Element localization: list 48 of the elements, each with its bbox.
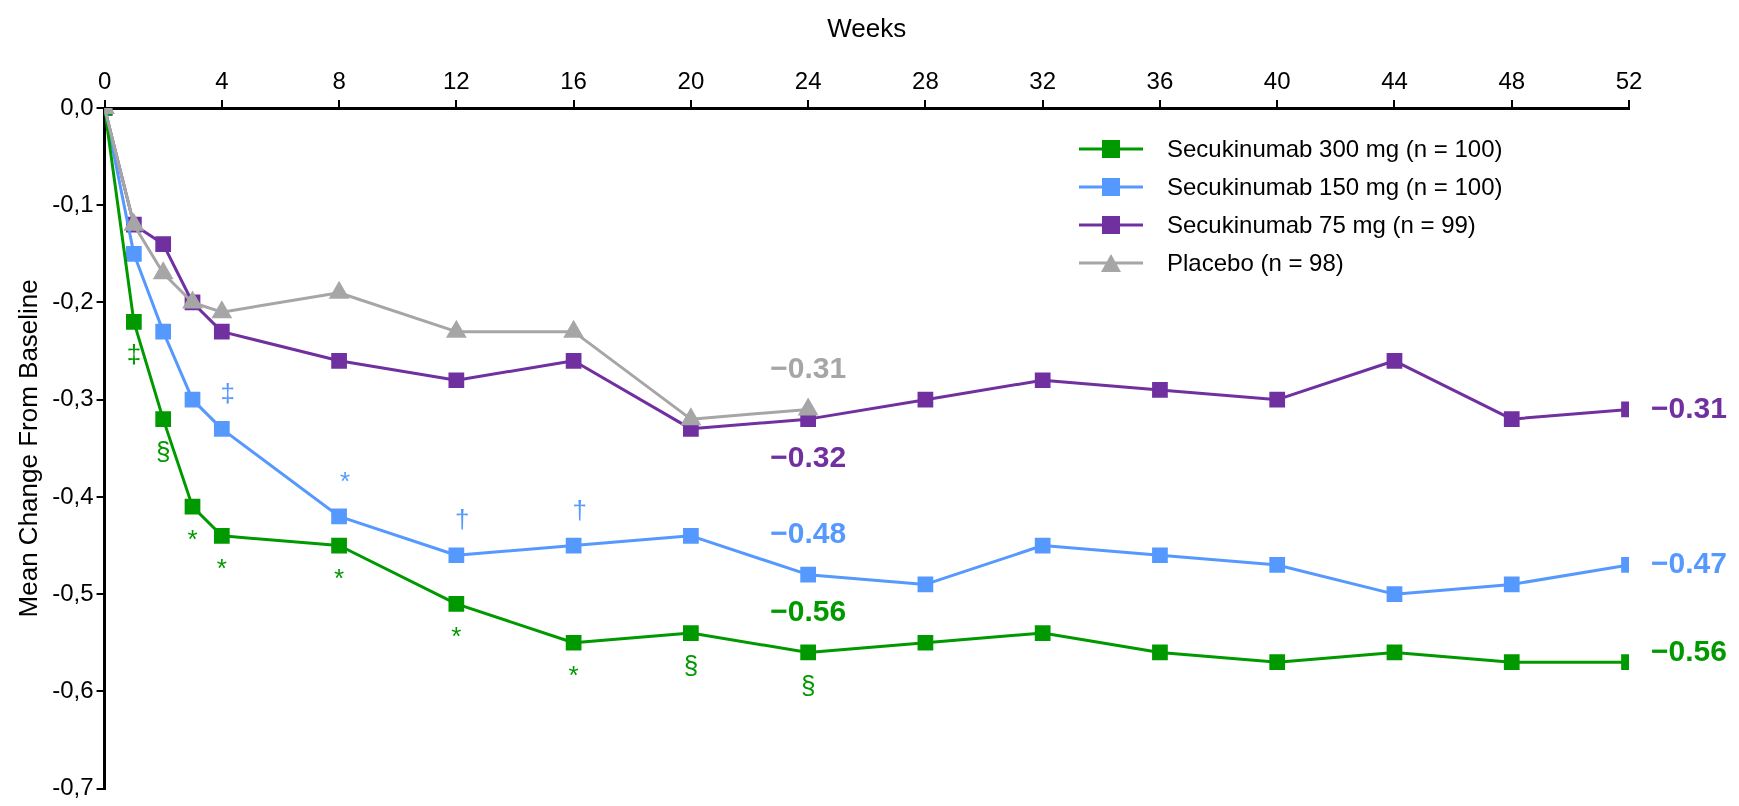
annotation: * bbox=[216, 552, 227, 583]
y-tick-label: -0,3 bbox=[52, 384, 94, 412]
annotation: −0.31 bbox=[770, 350, 847, 384]
x-tick-label: 12 bbox=[443, 67, 470, 95]
annotation: ‡ bbox=[220, 378, 236, 409]
x-tick-label: 48 bbox=[1498, 67, 1526, 95]
x-tick-label: 4 bbox=[215, 67, 229, 95]
legend-label: Secukinumab 300 mg (n = 100) bbox=[1167, 134, 1503, 164]
y-tick-label: -0,6 bbox=[52, 676, 94, 703]
legend-label: Secukinumab 150 mg (n = 100) bbox=[1167, 172, 1503, 202]
annotation: −0.48 bbox=[770, 515, 847, 549]
x-tick-label: 0 bbox=[97, 67, 112, 95]
x-axis-title: Weeks bbox=[827, 12, 907, 43]
y-axis-title: Mean Change From Baseline bbox=[12, 279, 43, 618]
annotation: § bbox=[155, 436, 171, 467]
annotation: −0.32 bbox=[770, 440, 847, 474]
y-tick-label: -0,1 bbox=[52, 189, 94, 217]
annotation: * bbox=[451, 621, 462, 652]
x-tick-label: 28 bbox=[912, 67, 939, 95]
annotation: −0.47 bbox=[1651, 546, 1727, 580]
annotation: ‡ bbox=[126, 339, 142, 370]
y-tick-label: -0,2 bbox=[52, 287, 94, 315]
legend-label: Placebo (n = 98) bbox=[1167, 248, 1344, 278]
x-tick-label: 40 bbox=[1263, 67, 1291, 95]
annotation: * bbox=[334, 562, 345, 593]
annotation: −0.56 bbox=[770, 593, 847, 627]
x-tick-label: 44 bbox=[1381, 67, 1408, 95]
annotation: * bbox=[340, 465, 351, 496]
annotation: −0.56 bbox=[1651, 633, 1727, 667]
y-tick-label: -0,7 bbox=[52, 773, 94, 801]
x-tick-label: 24 bbox=[794, 67, 822, 95]
y-tick-label: -0,5 bbox=[52, 578, 94, 606]
x-tick-label: 20 bbox=[677, 67, 705, 95]
annotation: * bbox=[187, 523, 198, 554]
y-tick-label: -0,4 bbox=[52, 481, 94, 509]
annotation: * bbox=[568, 659, 579, 690]
y-tick-label: 0,0 bbox=[60, 92, 94, 120]
x-tick-label: 52 bbox=[1615, 67, 1643, 95]
annotation: § bbox=[800, 669, 816, 700]
legend-label: Secukinumab 75 mg (n = 99) bbox=[1167, 210, 1476, 240]
annotation: † bbox=[455, 504, 470, 535]
annotation: † bbox=[572, 494, 587, 525]
annotation: −0.31 bbox=[1651, 390, 1727, 424]
x-tick-label: 36 bbox=[1146, 67, 1174, 95]
x-tick-label: 8 bbox=[332, 67, 346, 95]
x-tick-label: 32 bbox=[1029, 67, 1057, 95]
annotation: § bbox=[683, 650, 699, 681]
x-tick-label: 16 bbox=[560, 67, 587, 95]
